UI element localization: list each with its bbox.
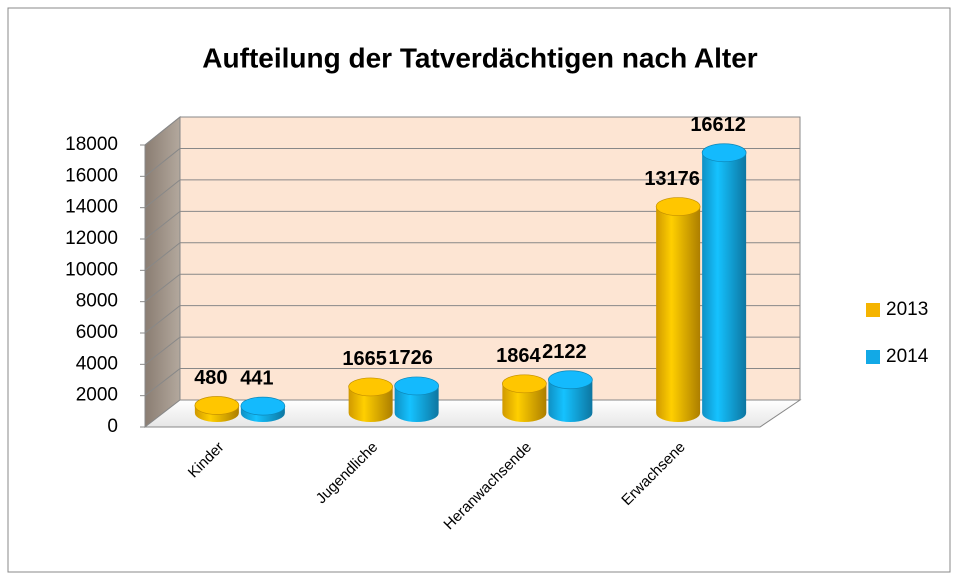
data-label: 1726 xyxy=(388,347,433,369)
y-tick-label: 2000 xyxy=(76,385,118,406)
grid-line xyxy=(144,148,181,177)
cylinder-body xyxy=(502,383,547,422)
chart-title: Aufteilung der Tatverdächtigen nach Alte… xyxy=(202,42,758,73)
cylinder-top xyxy=(701,143,747,163)
cylinder-top xyxy=(240,396,286,416)
cylinder-top xyxy=(348,377,393,397)
y-tick-label: 12000 xyxy=(65,228,118,249)
y-tick-label: 18000 xyxy=(65,134,118,155)
cylinder-body xyxy=(348,386,393,422)
bar xyxy=(548,370,593,422)
cylinder-top xyxy=(394,376,439,396)
cylinder-body xyxy=(394,385,439,422)
grid-line xyxy=(144,179,181,209)
bar xyxy=(240,396,286,422)
legend-label: 2014 xyxy=(886,346,929,367)
y-tick-label: 14000 xyxy=(65,197,118,218)
cylinder-body xyxy=(702,152,747,422)
data-label: 13176 xyxy=(644,168,700,190)
cylinder-body xyxy=(656,206,701,422)
data-label: 480 xyxy=(194,367,227,389)
legend-swatch xyxy=(866,303,880,317)
cylinder-top xyxy=(502,374,547,394)
grid-line xyxy=(144,273,181,303)
grid-line xyxy=(144,368,181,397)
y-tick-label: 8000 xyxy=(76,291,118,312)
grid-line xyxy=(144,116,181,146)
legend-swatch xyxy=(866,350,880,364)
side-wall xyxy=(144,115,181,429)
bar xyxy=(194,396,240,422)
data-label: 1864 xyxy=(496,345,541,367)
y-tick-label: 4000 xyxy=(76,353,118,374)
cylinder-top xyxy=(548,370,593,390)
bar xyxy=(502,374,547,422)
bar xyxy=(655,197,701,422)
bar xyxy=(394,376,439,422)
cylinder-body xyxy=(548,379,593,422)
y-tick-label: 16000 xyxy=(65,165,118,186)
y-tick-label: 6000 xyxy=(76,322,118,343)
y-tick-label: 0 xyxy=(107,416,118,437)
cylinder-top xyxy=(194,396,240,415)
data-label: 441 xyxy=(240,367,273,389)
floor xyxy=(143,399,802,428)
y-tick-label: 10000 xyxy=(65,259,118,280)
cylinder-top xyxy=(655,197,701,216)
grid-line xyxy=(144,242,181,271)
grid-line xyxy=(144,305,181,334)
data-label: 1665 xyxy=(342,348,387,370)
data-label: 16612 xyxy=(690,114,746,136)
bar xyxy=(348,377,393,422)
grid-line xyxy=(144,210,181,240)
legend-label: 2013 xyxy=(886,299,928,320)
data-label: 2122 xyxy=(542,341,587,363)
bar xyxy=(701,143,747,422)
grid-line xyxy=(144,336,181,365)
